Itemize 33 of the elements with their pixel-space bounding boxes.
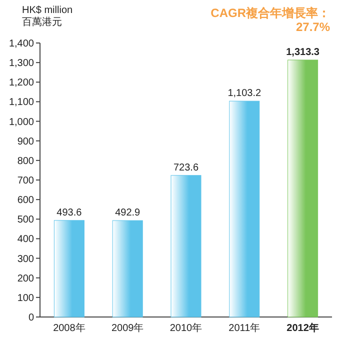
data-label: 493.6 xyxy=(56,207,82,218)
x-tick-label: 2012年 xyxy=(286,322,319,334)
bar xyxy=(288,60,318,318)
data-label: 723.6 xyxy=(173,162,199,174)
bar xyxy=(54,220,84,318)
y-tick-label: 500 xyxy=(17,214,34,226)
x-tick-label: 2008年 xyxy=(53,322,86,334)
bar xyxy=(112,220,143,318)
x-tick-label: 2011年 xyxy=(228,322,260,334)
y-tick-label: 1,000 xyxy=(8,116,34,128)
data-label: 1,313.3 xyxy=(286,46,320,58)
y-tick-label: 200 xyxy=(17,273,34,284)
y-axis-title: HK$ million 百萬港元 xyxy=(22,5,73,28)
y-tick-label: 300 xyxy=(17,254,34,265)
y-tick-label: 1,300 xyxy=(8,58,34,70)
y-tick-label: 800 xyxy=(17,156,34,167)
y-tick-label: 1,400 xyxy=(8,38,34,50)
y-tick-label: 900 xyxy=(17,136,34,148)
y-tick-label: 1,100 xyxy=(8,97,34,108)
y-tick-label: 600 xyxy=(17,195,34,206)
y-tick-label: 700 xyxy=(17,176,34,186)
y-tick-label: 1,200 xyxy=(8,78,34,89)
data-label: 1,103.2 xyxy=(228,88,262,100)
y-tick-label: 400 xyxy=(17,234,34,246)
bar xyxy=(170,175,202,318)
text: 27.7% xyxy=(296,20,330,34)
bar xyxy=(229,100,260,318)
x-tick-label: 2010年 xyxy=(170,322,202,334)
y-tick-label: 0 xyxy=(28,312,34,324)
x-tick-label: 2009年 xyxy=(111,322,144,334)
y-tick-label: 100 xyxy=(17,292,34,304)
data-label: 492.9 xyxy=(115,208,141,219)
text: CAGR複合年增長率： xyxy=(210,6,330,20)
